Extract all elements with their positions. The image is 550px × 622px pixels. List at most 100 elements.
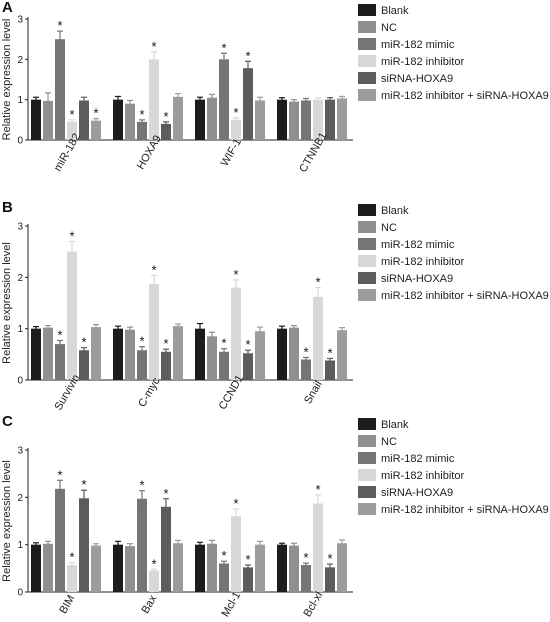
y-tick-label: 1 <box>17 324 23 335</box>
bar-c-bim-s1 <box>43 543 53 592</box>
bar-a-hoxa9-s4 <box>161 123 171 140</box>
bar-a-ctnnb1-s0 <box>277 99 287 140</box>
legend-swatch <box>358 38 376 50</box>
significance-star: * <box>245 337 250 352</box>
bar-a-hoxa9-s0 <box>113 99 123 140</box>
significance-star: * <box>93 106 98 121</box>
legend-swatch <box>358 221 376 233</box>
legend-label: miR-182 inhibitor + siRNA-HOXA9 <box>381 504 549 516</box>
bar-a-wif-1-s3 <box>231 119 241 140</box>
legend-swatch <box>358 204 376 216</box>
y-tick-label: 2 <box>17 493 23 504</box>
y-tick-label: 3 <box>17 15 23 26</box>
legend-swatch <box>358 272 376 284</box>
panel-label: A <box>2 0 13 16</box>
bar-c-mcl-1-s2 <box>219 563 229 592</box>
legend-swatch <box>358 72 376 84</box>
category-label: Snail <box>302 379 325 406</box>
y-axis-title: Relative expression level <box>1 19 13 141</box>
bar-b-ccnd1-s4 <box>243 353 253 380</box>
bar-b-survivin-s0 <box>31 328 41 380</box>
bar-c-bax-s2 <box>137 498 147 592</box>
legend-swatch <box>358 452 376 464</box>
legend-swatch <box>358 55 376 67</box>
significance-star: * <box>69 228 74 243</box>
significance-star: * <box>245 552 250 567</box>
significance-star: * <box>221 40 226 55</box>
significance-star: * <box>151 39 156 54</box>
bar-b-snail-s2 <box>301 359 311 380</box>
bar-b-snail-s3 <box>313 296 323 380</box>
bar-a-ctnnb1-s4 <box>325 99 335 140</box>
bar-a-wif-1-s1 <box>207 97 217 140</box>
bar-b-ccnd1-s3 <box>231 287 241 380</box>
bar-c-bcl-xl-s1 <box>289 545 299 592</box>
significance-star: * <box>57 467 62 482</box>
chart-panel-c: C 0 1 2 3 Relative expression level * * * * * * * * * *… <box>1 413 549 619</box>
y-axis-title: Relative expression level <box>1 242 13 364</box>
legend-label: NC <box>381 436 397 448</box>
bar-a-hoxa9-s1 <box>125 103 135 140</box>
significance-star: * <box>151 262 156 277</box>
bar-b-c-myc-s4 <box>161 351 171 380</box>
significance-star: * <box>81 335 86 350</box>
legend-swatch <box>358 418 376 430</box>
y-tick-label: 0 <box>17 376 23 387</box>
legend-swatch <box>358 21 376 33</box>
significance-star: * <box>163 109 168 124</box>
significance-star: * <box>233 267 238 282</box>
significance-star: * <box>221 336 226 351</box>
bar-a-ctnnb1-s1 <box>289 101 299 140</box>
category-label: WIF-1 <box>219 137 244 169</box>
bar-b-ccnd1-s2 <box>219 351 229 380</box>
bar-c-bcl-xl-s4 <box>325 567 335 592</box>
bar-b-survivin-s2 <box>55 344 65 380</box>
bar-a-mir-182-s2 <box>55 39 65 140</box>
legend-label: miR-182 mimic <box>381 239 455 251</box>
bar-c-bim-s3 <box>67 565 77 592</box>
legend-swatch <box>358 238 376 250</box>
significance-star: * <box>139 478 144 493</box>
bar-a-mir-182-s5 <box>91 120 101 140</box>
bar-c-bcl-xl-s0 <box>277 544 287 592</box>
legend-label: NC <box>381 222 397 234</box>
bar-b-survivin-s3 <box>67 251 77 380</box>
y-tick-label: 1 <box>17 95 23 106</box>
y-tick-label: 2 <box>17 55 23 66</box>
significance-star: * <box>139 334 144 349</box>
bar-a-ctnnb1-s5 <box>337 98 347 140</box>
bar-c-bcl-xl-s5 <box>337 543 347 592</box>
bar-b-c-myc-s1 <box>125 329 135 380</box>
bar-b-ccnd1-s0 <box>195 328 205 380</box>
significance-star: * <box>151 556 156 571</box>
legend-label: siRNA-HOXA9 <box>381 487 453 499</box>
chart-panel-b: B 0 1 2 3 Relative expression level * * * * * * * * * *… <box>1 199 549 412</box>
significance-star: * <box>163 336 168 351</box>
bar-a-mir-182-s1 <box>43 100 53 140</box>
bar-a-hoxa9-s3 <box>149 59 159 141</box>
category-label: Mcl-1 <box>219 590 243 619</box>
bar-b-c-myc-s2 <box>137 350 147 380</box>
bar-b-survivin-s1 <box>43 327 53 380</box>
significance-star: * <box>303 344 308 359</box>
legend-label: miR-182 mimic <box>381 39 455 51</box>
significance-star: * <box>303 550 308 565</box>
significance-star: * <box>315 482 320 497</box>
bar-c-bax-s4 <box>161 506 171 592</box>
bar-b-snail-s1 <box>289 327 299 380</box>
bar-b-ccnd1-s5 <box>255 331 265 380</box>
bar-b-snail-s5 <box>337 330 347 380</box>
significance-star: * <box>57 327 62 342</box>
significance-star: * <box>81 477 86 492</box>
bar-b-ccnd1-s1 <box>207 336 217 380</box>
significance-star: * <box>245 48 250 63</box>
legend-swatch <box>358 289 376 301</box>
significance-star: * <box>233 496 238 511</box>
bar-c-bim-s4 <box>79 498 89 592</box>
category-label: BIM <box>57 593 77 616</box>
bar-b-survivin-s5 <box>91 327 101 380</box>
bar-a-hoxa9-s2 <box>137 121 147 140</box>
bar-c-bim-s2 <box>55 488 65 592</box>
panel-label: B <box>2 199 13 216</box>
bar-c-bax-s3 <box>149 570 159 592</box>
